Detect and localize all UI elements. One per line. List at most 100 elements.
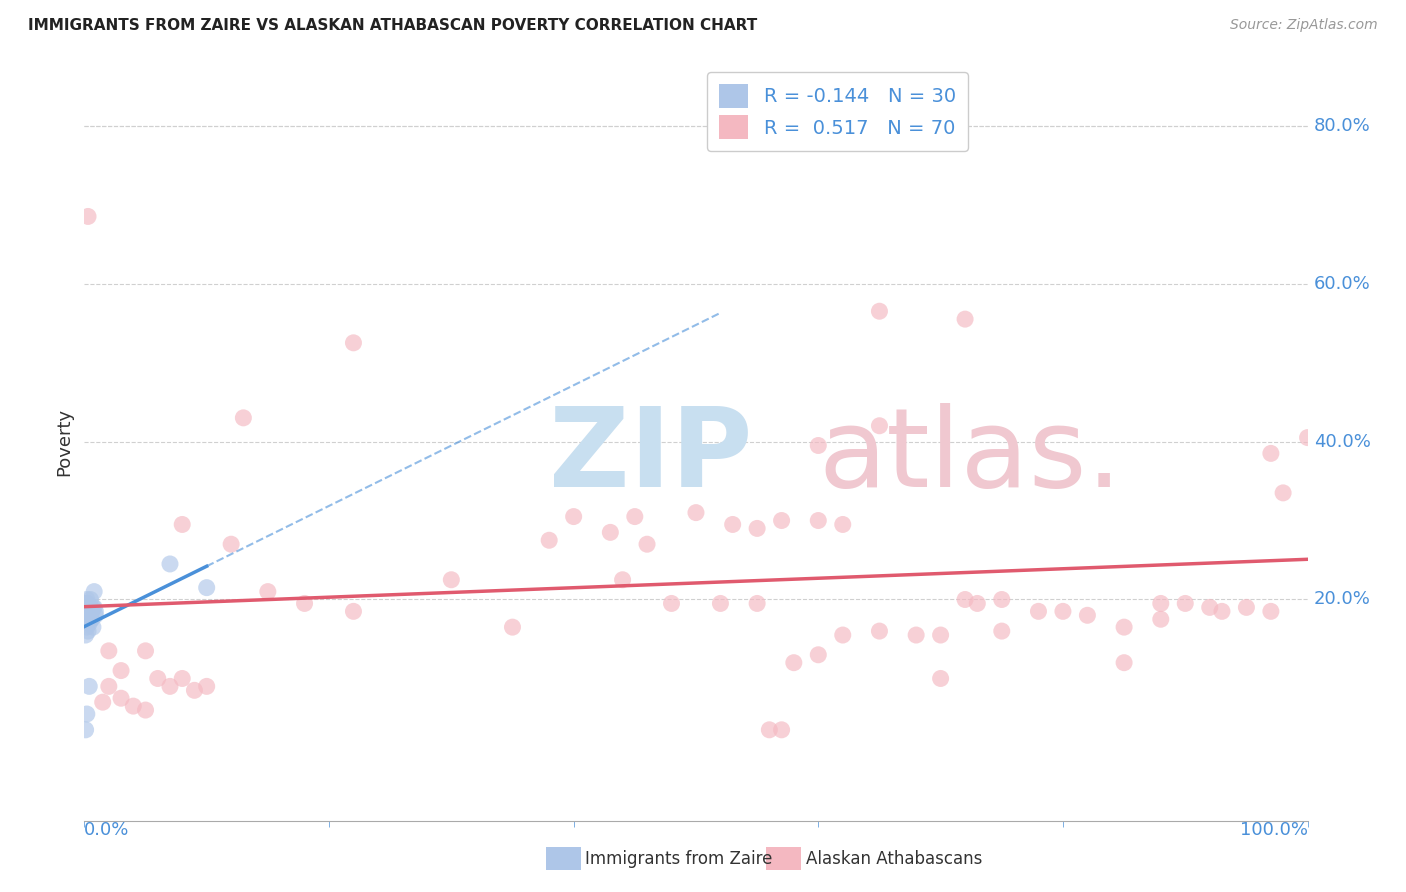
Point: [770, 514, 793, 528]
Point: [76, 597, 98, 611]
Point: [195, 581, 218, 595]
Point: [758, 723, 780, 737]
Point: [172, 672, 194, 686]
Point: [97, 679, 120, 693]
Point: [84, 604, 107, 618]
Point: [77, 612, 100, 626]
Text: 60.0%: 60.0%: [1313, 275, 1371, 293]
Point: [195, 679, 218, 693]
Point: [991, 592, 1014, 607]
Point: [869, 624, 891, 639]
Point: [77, 210, 100, 224]
Point: [77, 608, 100, 623]
Point: [807, 648, 830, 662]
Point: [82, 600, 104, 615]
Point: [110, 691, 132, 706]
Point: [77, 600, 100, 615]
Point: [1272, 486, 1295, 500]
Point: [807, 514, 830, 528]
Point: [1198, 600, 1220, 615]
Point: [110, 664, 132, 678]
Point: [661, 597, 683, 611]
Point: [80, 604, 103, 618]
Point: [76, 706, 98, 721]
Text: 0.0%: 0.0%: [84, 821, 129, 838]
Point: [79, 592, 101, 607]
Point: [929, 672, 952, 686]
Text: ZIP: ZIP: [550, 403, 752, 510]
Text: Alaskan Athabascans: Alaskan Athabascans: [806, 850, 981, 868]
Point: [183, 683, 205, 698]
Point: [1114, 656, 1136, 670]
Point: [77, 604, 100, 618]
Point: [257, 584, 280, 599]
Point: [807, 438, 830, 452]
Point: [294, 597, 316, 611]
Point: [83, 600, 105, 615]
Text: IMMIGRANTS FROM ZAIRE VS ALASKAN ATHABASCAN POVERTY CORRELATION CHART: IMMIGRANTS FROM ZAIRE VS ALASKAN ATHABAS…: [28, 18, 758, 33]
Point: [1174, 597, 1197, 611]
Point: [91, 695, 114, 709]
Point: [783, 656, 806, 670]
Text: atlas.: atlas.: [818, 403, 1122, 510]
Point: [75, 612, 97, 626]
Point: [122, 699, 145, 714]
Point: [440, 573, 463, 587]
Point: [636, 537, 658, 551]
Point: [1236, 600, 1258, 615]
Point: [135, 644, 157, 658]
Point: [709, 597, 731, 611]
Point: [75, 723, 97, 737]
Point: [953, 592, 976, 607]
Point: [1150, 612, 1173, 626]
Point: [1260, 446, 1282, 460]
Point: [82, 620, 104, 634]
Point: [1076, 608, 1098, 623]
Point: [502, 620, 524, 634]
Point: [747, 521, 769, 535]
Point: [77, 624, 100, 639]
Point: [172, 517, 194, 532]
Point: [721, 517, 744, 532]
Point: [97, 644, 120, 658]
Point: [80, 604, 103, 618]
Point: [77, 679, 100, 693]
Y-axis label: Poverty: Poverty: [55, 408, 73, 475]
Point: [77, 608, 100, 623]
Point: [1296, 431, 1319, 445]
Point: [599, 525, 621, 540]
Point: [76, 597, 98, 611]
Point: [1114, 620, 1136, 634]
Point: [135, 703, 157, 717]
Text: 80.0%: 80.0%: [1313, 117, 1371, 135]
Point: [159, 679, 181, 693]
Point: [770, 723, 793, 737]
Point: [966, 597, 988, 611]
Point: [747, 597, 769, 611]
Point: [232, 410, 254, 425]
Point: [869, 304, 891, 318]
Point: [342, 604, 364, 618]
Text: 20.0%: 20.0%: [1313, 591, 1371, 608]
Legend: R = -0.144   N = 30, R =  0.517   N = 70: R = -0.144 N = 30, R = 0.517 N = 70: [707, 72, 967, 151]
Point: [685, 506, 707, 520]
Point: [75, 628, 97, 642]
Point: [869, 418, 891, 433]
Text: 100.0%: 100.0%: [1240, 821, 1308, 838]
Point: [1028, 604, 1050, 618]
Point: [83, 584, 105, 599]
Point: [77, 616, 100, 631]
Text: 40.0%: 40.0%: [1313, 433, 1371, 450]
Point: [831, 628, 853, 642]
Point: [79, 612, 101, 626]
Point: [1260, 604, 1282, 618]
Point: [1052, 604, 1074, 618]
Point: [1150, 597, 1173, 611]
Point: [146, 672, 169, 686]
Text: Source: ZipAtlas.com: Source: ZipAtlas.com: [1230, 18, 1378, 32]
Point: [159, 557, 181, 571]
Point: [929, 628, 952, 642]
Point: [624, 509, 647, 524]
Point: [342, 335, 364, 350]
Point: [84, 608, 107, 623]
